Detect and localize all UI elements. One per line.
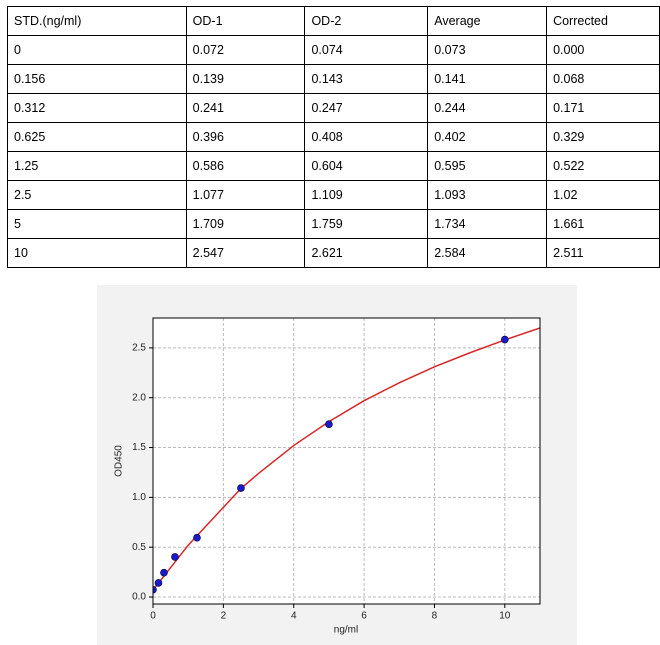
table-cell: 0.396 [185, 122, 306, 152]
table-row: 5 1.709 1.759 1.734 1.661 [7, 209, 660, 239]
table-cell: 0.073 [427, 35, 548, 65]
table-cell: OD-1 [185, 6, 306, 36]
table-cell: 0.522 [546, 151, 660, 181]
table-cell: 1.093 [427, 180, 548, 210]
table-cell: 1.077 [185, 180, 306, 210]
plot-area [153, 318, 540, 604]
data-point [160, 568, 168, 577]
table-cell: 0.408 [304, 122, 429, 152]
table-cell: 0.156 [7, 64, 187, 94]
table-cell: 0.068 [546, 64, 660, 94]
table-cell: 10 [7, 238, 187, 268]
header-row: STD.(ng/ml) OD-1 OD-2 Average Corrected [7, 6, 660, 36]
data-point [153, 585, 157, 594]
y-tick-label: 2.5 [132, 343, 146, 354]
table-cell: Corrected [546, 6, 660, 36]
table-cell: 0.604 [304, 151, 429, 181]
plot-content [153, 327, 540, 594]
table-cell: 1.661 [546, 209, 660, 239]
table-cell: STD.(ng/ml) [7, 6, 187, 36]
table-row: 0.312 0.241 0.247 0.244 0.171 [7, 93, 660, 123]
x-tick-label: 0 [150, 611, 156, 622]
table-cell: 0.625 [7, 122, 187, 152]
table-cell: 0.141 [427, 64, 548, 94]
table-row: 0.156 0.139 0.143 0.141 0.068 [7, 64, 660, 94]
y-tick-label: 0.5 [132, 542, 146, 553]
y-tick-label: 1.5 [132, 442, 146, 453]
table-cell: 0.402 [427, 122, 548, 152]
table-cell: 0.312 [7, 93, 187, 123]
table-cell: 0.595 [427, 151, 548, 181]
x-tick-label: 8 [432, 611, 438, 622]
table-cell: 0.143 [304, 64, 429, 94]
table-cell: 0.000 [546, 35, 660, 65]
table-cell: 1.25 [7, 151, 187, 181]
y-tick-label: 2.0 [132, 392, 146, 403]
table-cell: 0.171 [546, 93, 660, 123]
x-tick-label: 4 [291, 611, 297, 622]
table-cell: 0.247 [304, 93, 429, 123]
y-tick-label: 0.0 [132, 592, 146, 603]
table-cell: 0.329 [546, 122, 660, 152]
table-cell: 0.074 [304, 35, 429, 65]
x-tick-label: 2 [221, 611, 227, 622]
data-point [171, 553, 179, 561]
x-axis-label: ng/ml [334, 625, 358, 636]
table-cell: 1.759 [304, 209, 429, 239]
data-point [501, 335, 509, 344]
table-row: 2.5 1.077 1.109 1.093 1.02 [7, 180, 660, 210]
y-tick-label: 1.0 [132, 492, 146, 503]
table-row: 1.25 0.586 0.604 0.595 0.522 [7, 151, 660, 181]
table-cell: Average [427, 6, 548, 36]
table-cell: 1.02 [546, 180, 660, 210]
table-cell: 2.547 [185, 238, 306, 268]
chart: ng/ml OD450 0 2 4 6 8 10 0.0 0.5 1.0 1.5 2.0 2.5 [97, 285, 577, 645]
table-cell: 0.072 [185, 35, 306, 65]
table-cell: 0.244 [427, 93, 548, 123]
data-point [154, 579, 163, 587]
table-cell: 1.734 [427, 209, 548, 239]
table-row: 0 0.072 0.074 0.073 0.000 [7, 35, 660, 65]
y-axis-label: OD450 [114, 445, 125, 477]
table-cell: 2.5 [7, 180, 187, 210]
x-tick-label: 10 [499, 611, 511, 622]
data-point [193, 533, 201, 542]
table-cell: 2.621 [304, 238, 429, 268]
x-tick-label: 6 [361, 611, 367, 622]
data-point [325, 420, 333, 429]
table-row: 0.625 0.396 0.408 0.402 0.329 [7, 122, 660, 152]
table-cell: 1.709 [185, 209, 306, 239]
table-cell: 0.241 [185, 93, 306, 123]
table-row: 10 2.547 2.621 2.584 2.511 [7, 238, 660, 268]
data-point [237, 484, 245, 492]
table-cell: 0 [7, 35, 187, 65]
table-cell: 0.586 [185, 151, 306, 181]
table-cell: 2.511 [546, 238, 660, 268]
table-cell: 0.139 [185, 64, 306, 94]
table-cell: OD-2 [304, 6, 429, 36]
table-cell: 1.109 [304, 180, 429, 210]
table-cell: 5 [7, 209, 187, 239]
plot-frame [152, 317, 541, 605]
table-cell: 2.584 [427, 238, 548, 268]
data-table: STD.(ng/ml) OD-1 OD-2 Average Corrected 0 0.07… [7, 6, 660, 268]
